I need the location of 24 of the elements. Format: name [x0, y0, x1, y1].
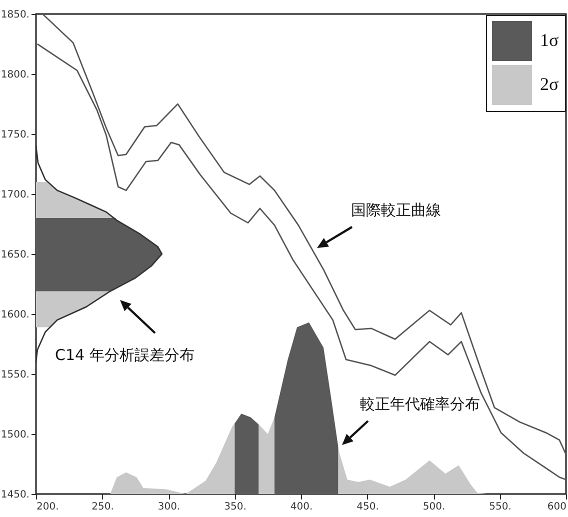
y-tick-label: 1600.	[0, 310, 30, 320]
y-tick-label: 1500.	[0, 430, 30, 440]
x-tick-label: 350.	[224, 502, 246, 512]
x-tick-label: 200.	[36, 502, 59, 512]
x-tick-label: 550.	[489, 502, 512, 512]
y-tick-label: 1450.	[0, 490, 30, 500]
x-tick-label: 600	[547, 502, 566, 512]
x-tick-label: 450.	[356, 502, 379, 512]
x-tick-label: 250.	[92, 502, 114, 512]
x-tick-label: 400.	[290, 502, 313, 512]
y-tick-label: 1550.	[0, 370, 30, 380]
x-tick-label: 500.	[422, 502, 446, 512]
y-tick-label: 1700.	[0, 190, 30, 200]
x-tick-label: 300.	[158, 502, 180, 512]
y-tick-label: 1800.	[0, 70, 30, 80]
annotation: 較正年代確率分布	[360, 395, 480, 413]
y-tick-label: 1750.	[0, 130, 30, 140]
y-tick-label: 1650.	[0, 250, 30, 260]
y-tick-label: 1850.	[0, 10, 30, 20]
line-series	[35, 145, 163, 363]
legend-label: 1σ	[540, 30, 559, 50]
legend-label: 2σ	[540, 74, 559, 94]
annotation: 国際較正曲線	[351, 201, 441, 219]
annotation: C14 年分析誤差分布	[55, 346, 194, 364]
